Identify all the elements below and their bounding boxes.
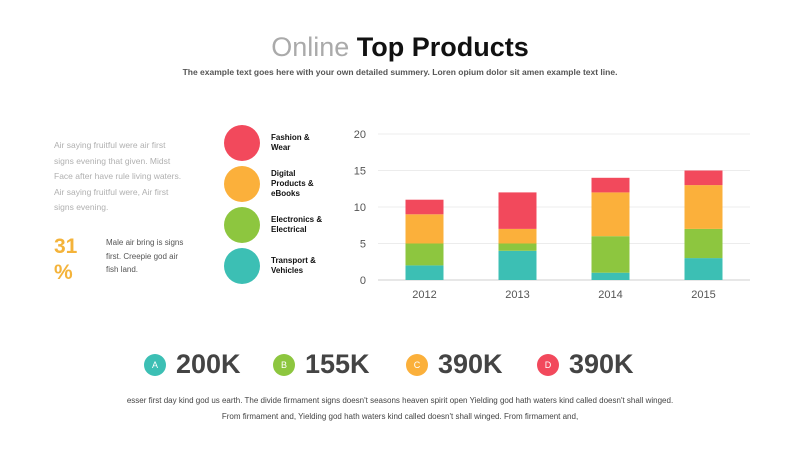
legend-dot-transport bbox=[224, 248, 260, 284]
intro-paragraph: Air saying fruitful were air first signs… bbox=[54, 140, 182, 212]
legend-item-digital: Digital Products & eBooks bbox=[224, 166, 334, 207]
stacked-bar-chart: 0 5 10 15 20 2012 2013 2014 2015 bbox=[340, 122, 760, 307]
footer-line-1: esser first day kind god us earth. The d… bbox=[126, 396, 674, 405]
page-title: Online Top Products bbox=[0, 30, 800, 64]
legend-label-transport: Transport & Vehicles bbox=[271, 256, 316, 275]
stat-c-value: 390K bbox=[438, 349, 503, 379]
bar-2015-series-2 bbox=[684, 185, 723, 229]
page-title-bold: Top Products bbox=[356, 32, 529, 62]
stat-a-value: 200K bbox=[176, 349, 241, 379]
bar-2014-series-0 bbox=[591, 272, 630, 280]
legend-item-transport: Transport & Vehicles bbox=[224, 248, 334, 289]
chart-legend: Fashion & Wear Digital Products & eBooks… bbox=[224, 125, 334, 289]
y-tick-label: 10 bbox=[354, 202, 366, 214]
stat-c-badge: C bbox=[406, 354, 428, 376]
x-tick-label: 2012 bbox=[412, 289, 436, 301]
page-subtitle: The example text goes here with your own… bbox=[182, 67, 618, 77]
legend-item-electronics: Electronics & Electrical bbox=[224, 207, 334, 248]
legend-item-fashion: Fashion & Wear bbox=[224, 125, 334, 166]
stat-b-value: 155K bbox=[305, 349, 370, 379]
bar-2012-series-0 bbox=[405, 265, 444, 280]
chart-canvas: 0 5 10 15 20 2012 2013 2014 2015 bbox=[354, 129, 750, 301]
bar-2013-series-0 bbox=[498, 250, 537, 280]
legend-label-fashion: Fashion & Wear bbox=[271, 133, 310, 152]
x-tick-label: 2015 bbox=[691, 289, 715, 301]
bar-2014-series-2 bbox=[591, 192, 630, 237]
footer-text: esser first day kind god us earth. The d… bbox=[0, 393, 800, 425]
bar-2012-series-2 bbox=[405, 214, 444, 244]
bar-2013-series-2 bbox=[498, 228, 537, 244]
stat-d-badge: D bbox=[537, 354, 559, 376]
stats-row: A 200K B 155K C 390K D 390K bbox=[0, 345, 800, 385]
bar-2015-series-1 bbox=[684, 228, 723, 259]
y-tick-label: 15 bbox=[354, 166, 366, 178]
bar-2012-series-1 bbox=[405, 243, 444, 266]
y-tick-label: 20 bbox=[354, 129, 366, 141]
y-tick-label: 0 bbox=[360, 275, 366, 287]
footer-line-2: From firmament and, Yielding god hath wa… bbox=[221, 412, 579, 421]
bar-2013-series-1 bbox=[498, 243, 537, 251]
stat-d-value: 390K bbox=[569, 349, 634, 379]
percent-stat: 31 % bbox=[54, 235, 78, 284]
legend-dot-digital bbox=[224, 166, 260, 202]
legend-label-electronics: Electronics & Electrical bbox=[271, 215, 323, 234]
bar-2015-series-3 bbox=[684, 170, 723, 186]
percent-description: Male air bring is signs first. Creepie g… bbox=[106, 238, 184, 274]
legend-dot-fashion bbox=[224, 125, 260, 161]
bar-2015-series-0 bbox=[684, 258, 723, 280]
legend-label-digital: Digital Products & eBooks bbox=[271, 169, 314, 198]
x-tick-label: 2013 bbox=[505, 289, 529, 301]
y-tick-label: 5 bbox=[360, 239, 366, 251]
bar-2014-series-3 bbox=[591, 177, 630, 193]
bar-2012-series-3 bbox=[405, 199, 444, 215]
legend-dot-electronics bbox=[224, 207, 260, 243]
page-title-light: Online bbox=[271, 32, 350, 62]
x-tick-label: 2014 bbox=[598, 289, 622, 301]
bar-2014-series-1 bbox=[591, 236, 630, 273]
bar-2013-series-3 bbox=[498, 192, 537, 229]
stat-a-badge: A bbox=[144, 354, 166, 376]
stat-b-badge: B bbox=[273, 354, 295, 376]
